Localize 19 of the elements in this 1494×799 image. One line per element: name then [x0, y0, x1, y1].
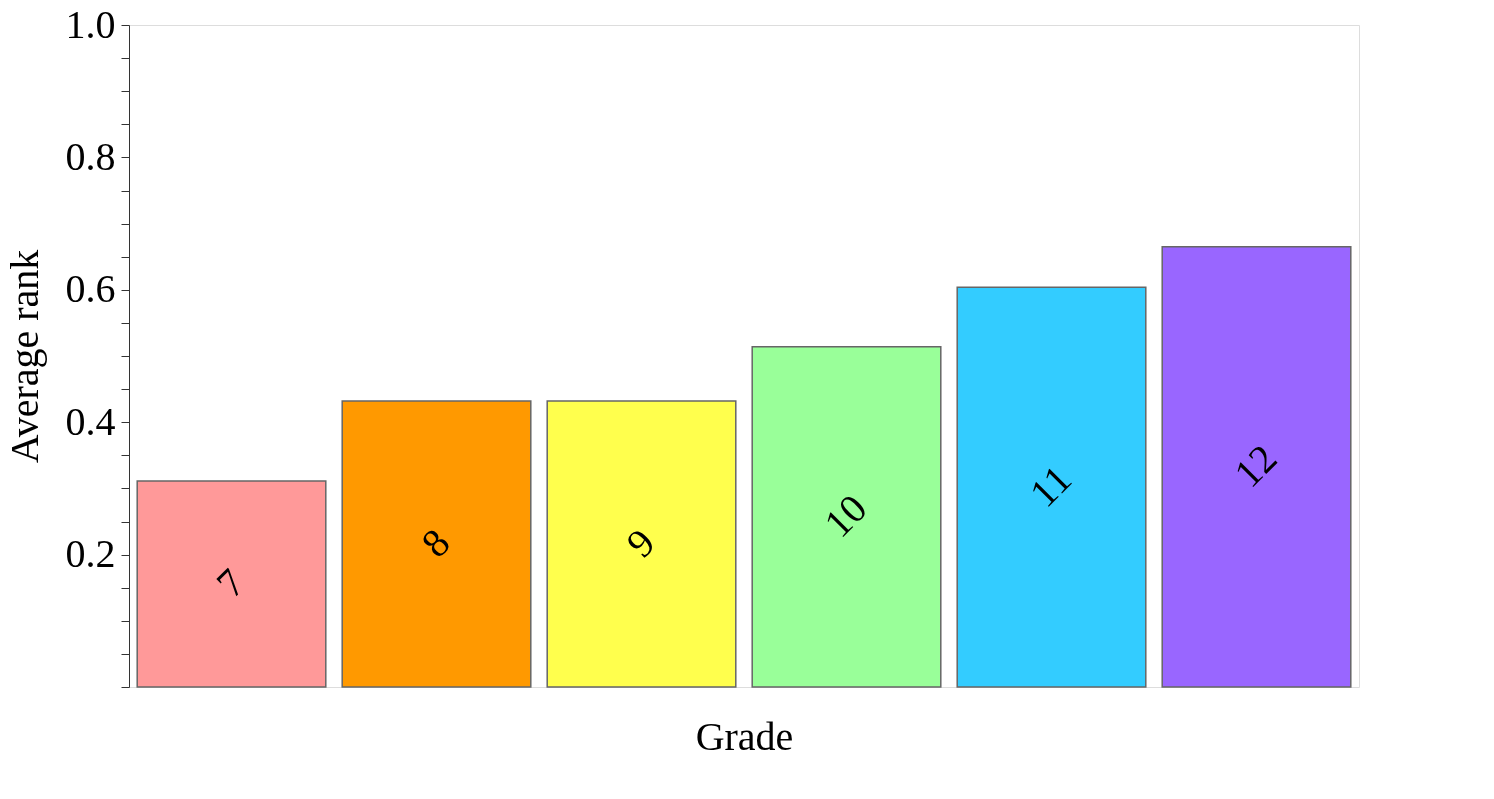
bar [546, 400, 737, 688]
x-tick-label: 10 [815, 485, 876, 546]
y-tick-label: 0.4 [65, 398, 116, 444]
text: 0.2 [65, 531, 116, 577]
x-tick-label: 12 [1225, 435, 1286, 496]
x-axis-title: Grade [695, 713, 794, 759]
y-axis-title: Average rank [1, 249, 47, 464]
y-tick-label: 0.8 [65, 133, 116, 179]
x-tick-label: 7 [207, 560, 254, 606]
bar [341, 400, 532, 688]
x-tick-label: 8 [412, 519, 459, 566]
y-tick-label: 1.0 [65, 1, 116, 47]
x-tick-label: 9 [617, 519, 664, 566]
bar [1161, 246, 1352, 688]
bar [136, 480, 327, 688]
bar [956, 286, 1147, 688]
y-tick-label: 0.6 [65, 266, 116, 312]
x-tick-label: 11 [1020, 456, 1080, 516]
bar [751, 345, 942, 688]
